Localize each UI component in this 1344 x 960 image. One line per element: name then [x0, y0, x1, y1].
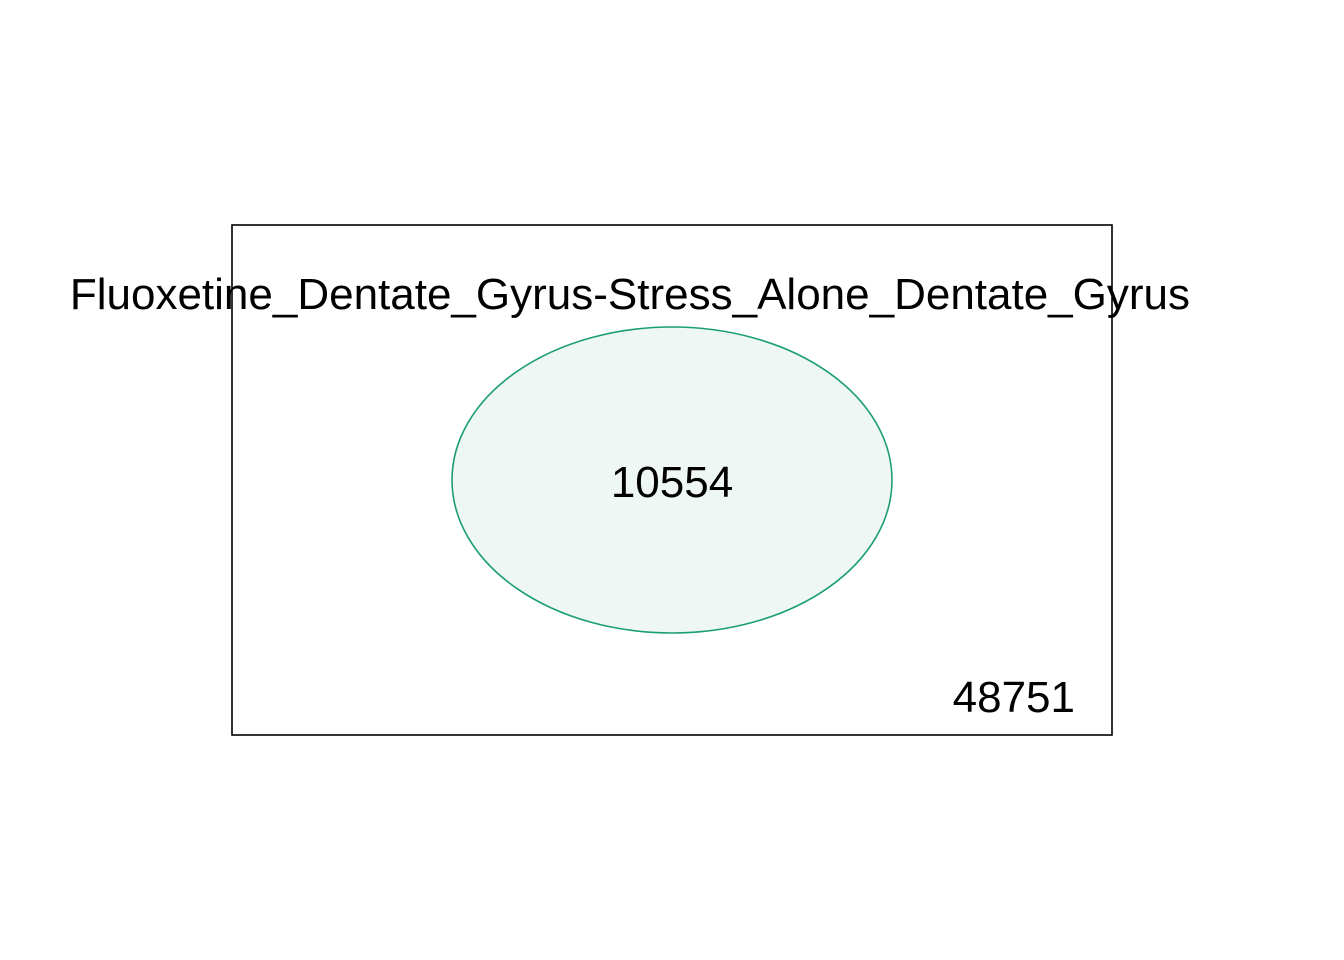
outside-count: 48751: [953, 673, 1075, 722]
set-label: Fluoxetine_Dentate_Gyrus-Stress_Alone_De…: [70, 270, 1190, 319]
set-count: 10554: [611, 458, 733, 507]
universe-box: [231, 224, 1113, 736]
set-ellipse: [451, 326, 893, 634]
